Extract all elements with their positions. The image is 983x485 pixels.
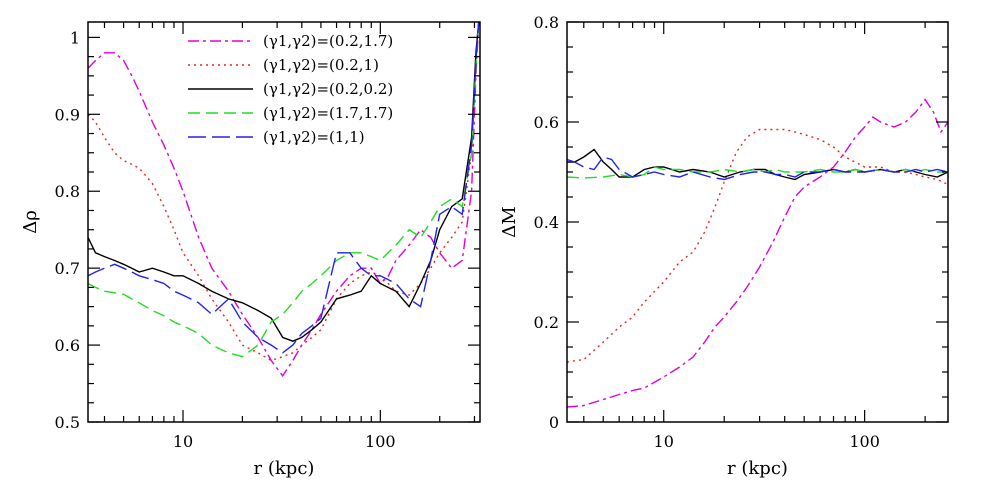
legend-label-4: (γ1,γ2)=(1.7,1.7) <box>263 104 393 122</box>
legend-label-3: (γ1,γ2)=(0.2,0.2) <box>263 80 393 98</box>
y-tick-label: 0.6 <box>534 113 559 132</box>
x-tick-label: 100 <box>365 432 396 451</box>
right-panel-mass-difference: 10 100 0 0.2 0.4 0.6 0.8 r (kpc) ΔM <box>499 13 949 479</box>
series-line-1 <box>88 22 480 378</box>
plot-frame <box>566 21 949 423</box>
x-tick-label: 10 <box>654 432 674 451</box>
y-tick-label: 0.7 <box>55 259 80 278</box>
series-line-2 <box>88 22 480 362</box>
legend-label-1: (γ1,γ2)=(0.2,1.7) <box>263 32 393 50</box>
y-tick-label: 0.8 <box>55 182 80 201</box>
plot-frame <box>87 21 481 423</box>
series-group <box>88 22 480 378</box>
series-line-1 <box>567 98 948 408</box>
legend-label-5: (γ1,γ2)=(1,1) <box>263 128 365 146</box>
y-tick-label: 0.5 <box>55 413 80 432</box>
series-group <box>567 98 948 408</box>
series-line-2 <box>567 128 948 363</box>
legend-label-2: (γ1,γ2)=(0.2,1) <box>263 56 379 74</box>
y-tick-label: 1 <box>70 28 80 47</box>
series-line-5 <box>88 22 480 354</box>
y-tick-label: 0.9 <box>55 105 80 124</box>
series-line-5 <box>567 156 948 181</box>
y-tick-label: 0 <box>549 413 559 432</box>
y-tick-label: 0.6 <box>55 336 80 355</box>
left-panel-density-difference: 10 100 0.5 0.6 0.7 0.8 0.9 1 r (kpc) Δρ (γ1,γ2)=(0… <box>20 21 481 479</box>
x-axis-label: r (kpc) <box>254 458 315 479</box>
x-axis-label: r (kpc) <box>727 458 788 479</box>
y-tick-label: 0.2 <box>534 313 559 332</box>
y-axis-label: Δρ <box>20 210 41 234</box>
y-tick-label: 0.4 <box>534 213 559 232</box>
x-tick-label: 100 <box>849 432 880 451</box>
y-axis-label: ΔM <box>499 206 520 237</box>
y-tick-label: 0.8 <box>534 13 559 32</box>
x-tick-label: 10 <box>173 432 193 451</box>
series-line-4 <box>88 22 480 358</box>
